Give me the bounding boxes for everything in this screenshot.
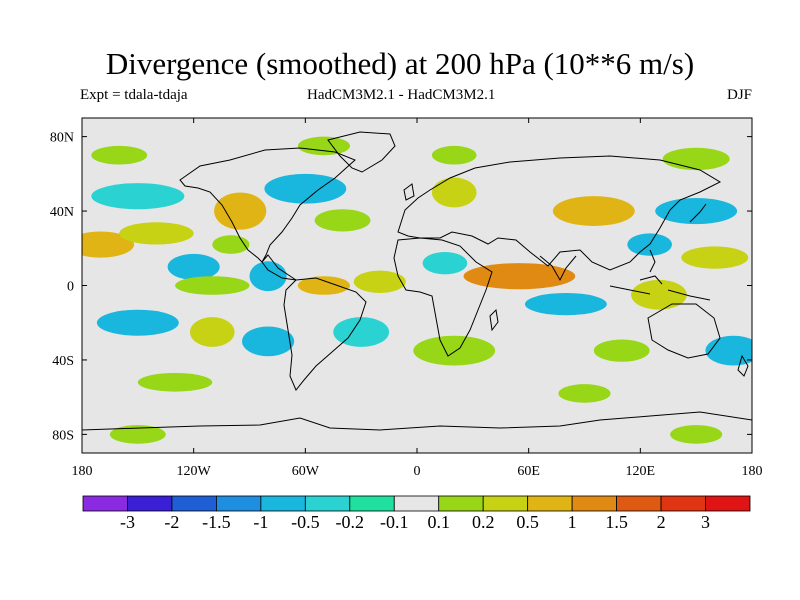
divergence-region <box>314 209 371 232</box>
divergence-region <box>96 309 179 336</box>
axis-ticks: 180 120W 60W 0 60E 120E 180 80N 40N 0 40S 80S <box>50 118 763 479</box>
colorbar-swatch <box>82 495 128 512</box>
coastline-africa <box>393 237 493 357</box>
divergence-region <box>524 292 607 316</box>
divergence-region <box>422 251 468 275</box>
divergence-region <box>593 339 650 362</box>
divergence-region <box>167 253 220 280</box>
colorbar-label: 2 <box>657 512 666 532</box>
experiment-label: Expt = tdala-tdaja <box>80 87 188 103</box>
divergence-region <box>413 335 496 366</box>
colorbar-swatch <box>260 495 306 512</box>
coastline-eurasia <box>397 155 722 271</box>
divergence-region <box>552 196 635 226</box>
y-tick-label: 80N <box>50 131 74 146</box>
coastline-south-america <box>283 277 367 391</box>
divergence-region <box>333 317 390 347</box>
divergence-region <box>109 425 166 444</box>
divergence-region <box>249 261 287 292</box>
colorbar-swatch <box>215 495 262 512</box>
colorbar-label: -1 <box>253 512 268 532</box>
divergence-region <box>655 198 738 225</box>
colorbar-label: 0.1 <box>427 512 450 532</box>
season-label: DJF <box>727 87 753 103</box>
divergence-region <box>431 145 477 165</box>
y-tick-label: 0 <box>67 280 74 295</box>
divergence-region <box>264 173 347 204</box>
divergence-region <box>214 192 267 230</box>
coastline-australia <box>647 303 721 359</box>
colorbar-label: -0.5 <box>291 512 320 532</box>
divergence-region <box>137 372 213 392</box>
divergence-region <box>91 183 185 210</box>
coastline-new-zealand <box>737 354 749 377</box>
coastline-japan <box>649 203 707 273</box>
colorbar-swatch <box>705 495 751 512</box>
x-tick-label: 120E <box>626 464 656 479</box>
colorbar-label: -0.1 <box>380 512 409 532</box>
coastline-greenland <box>327 131 396 173</box>
x-tick-label: 60W <box>292 464 320 479</box>
colorbar-label: -0.2 <box>336 512 365 532</box>
x-tick-label: 120W <box>177 464 212 479</box>
y-tick-label: 80S <box>52 428 74 443</box>
divergence-region <box>631 279 687 310</box>
coastline-indonesia <box>609 275 711 301</box>
divergence-region <box>662 147 730 171</box>
colorbar-label: -2 <box>164 512 179 532</box>
colorbar-swatch <box>393 495 440 512</box>
coastline-antarctica <box>82 411 752 431</box>
colorbar-swatch <box>304 495 351 512</box>
colorbar-swatch <box>571 495 618 512</box>
colorbar-label: 0.2 <box>472 512 495 532</box>
colorbar: -3 -2 -1.5 -1 -0.5 -0.2 -0.1 0.1 0.2 0.5 1 1.5 2 3 <box>82 495 751 532</box>
colorbar-swatch <box>171 495 217 512</box>
divergence-region <box>297 276 351 295</box>
colorbar-swatch <box>660 495 706 512</box>
colorbar-swatch <box>616 495 662 512</box>
coastline-british-isles <box>403 183 415 201</box>
divergence-region <box>119 222 194 245</box>
x-tick-label: 180 <box>742 464 763 479</box>
colorbar-swatch <box>482 495 529 512</box>
coastline-layer <box>82 131 752 431</box>
colorbar-swatch <box>127 495 173 512</box>
divergence-region <box>297 136 351 156</box>
y-tick-label: 40S <box>52 354 74 369</box>
divergence-region <box>175 276 250 295</box>
colorbar-swatch <box>438 495 484 512</box>
x-tick-label: 0 <box>414 464 421 479</box>
model-label: HadCM3M2.1 - HadCM3M2.1 <box>307 87 496 103</box>
y-tick-label: 40N <box>50 205 74 220</box>
divergence-region <box>353 270 406 293</box>
colorbar-label: 3 <box>701 512 710 532</box>
divergence-region <box>82 231 135 258</box>
plot-title: Divergence (smoothed) at 200 hPa (10**6 … <box>105 46 695 81</box>
contour-fill-layer <box>82 136 752 444</box>
x-tick-label: 180 <box>72 464 93 479</box>
divergence-region <box>242 326 295 357</box>
colorbar-label: 1.5 <box>605 512 628 532</box>
divergence-region <box>670 425 723 444</box>
coastline-india <box>539 255 577 282</box>
colorbar-swatch <box>527 495 573 512</box>
x-tick-label: 60E <box>517 464 540 479</box>
divergence-region <box>91 145 148 165</box>
coastline-madagascar <box>489 308 499 332</box>
divergence-region <box>463 263 576 290</box>
divergence-region <box>705 335 752 366</box>
colorbar-label: 1 <box>568 512 577 532</box>
divergence-region <box>558 384 611 403</box>
coastline-north-america <box>179 147 356 281</box>
colorbar-label: 0.5 <box>516 512 539 532</box>
divergence-region <box>189 317 235 347</box>
divergence-region <box>212 235 250 254</box>
colorbar-label: -3 <box>120 512 135 532</box>
colorbar-swatch <box>349 495 395 512</box>
divergence-region <box>431 177 477 208</box>
divergence-region <box>681 246 749 269</box>
colorbar-label: -1.5 <box>202 512 231 532</box>
